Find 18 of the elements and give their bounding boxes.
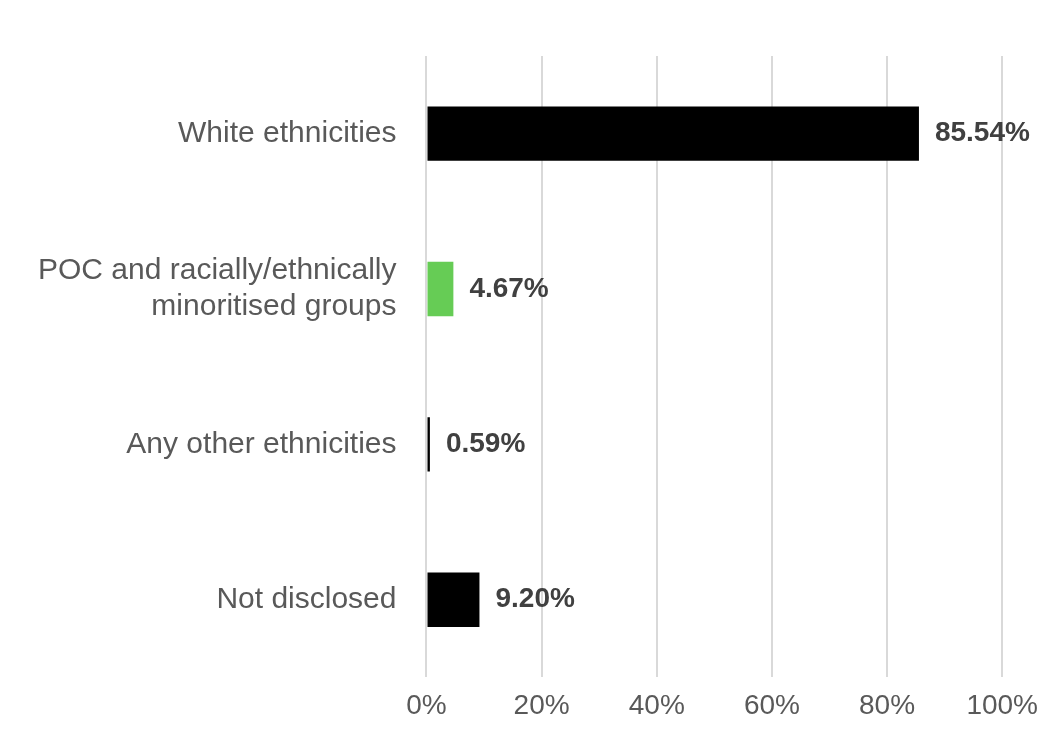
data-label: 0.59% [445,427,526,459]
x-tick-label: 0% [406,688,447,720]
bar [427,572,480,627]
y-tick-label: Not disclosed [216,580,397,614]
y-tick-label: Any other ethnicities [126,425,397,459]
x-tick-label: 80% [859,688,916,720]
data-label: 85.54% [934,116,1031,148]
x-tick-label: 60% [743,688,800,720]
y-tick-label: White ethnicities [178,114,397,148]
bar [427,261,454,317]
x-tick-label: 20% [513,688,570,720]
x-tick-label: 100% [966,688,1039,720]
bar [427,106,919,161]
data-label: 9.20% [495,582,575,614]
bar [427,417,430,472]
x-tick-label: 40% [628,688,685,720]
y-tick-label: POC and racially/ethnically minoritised groups [37,252,397,322]
data-label: 4.67% [469,271,549,303]
